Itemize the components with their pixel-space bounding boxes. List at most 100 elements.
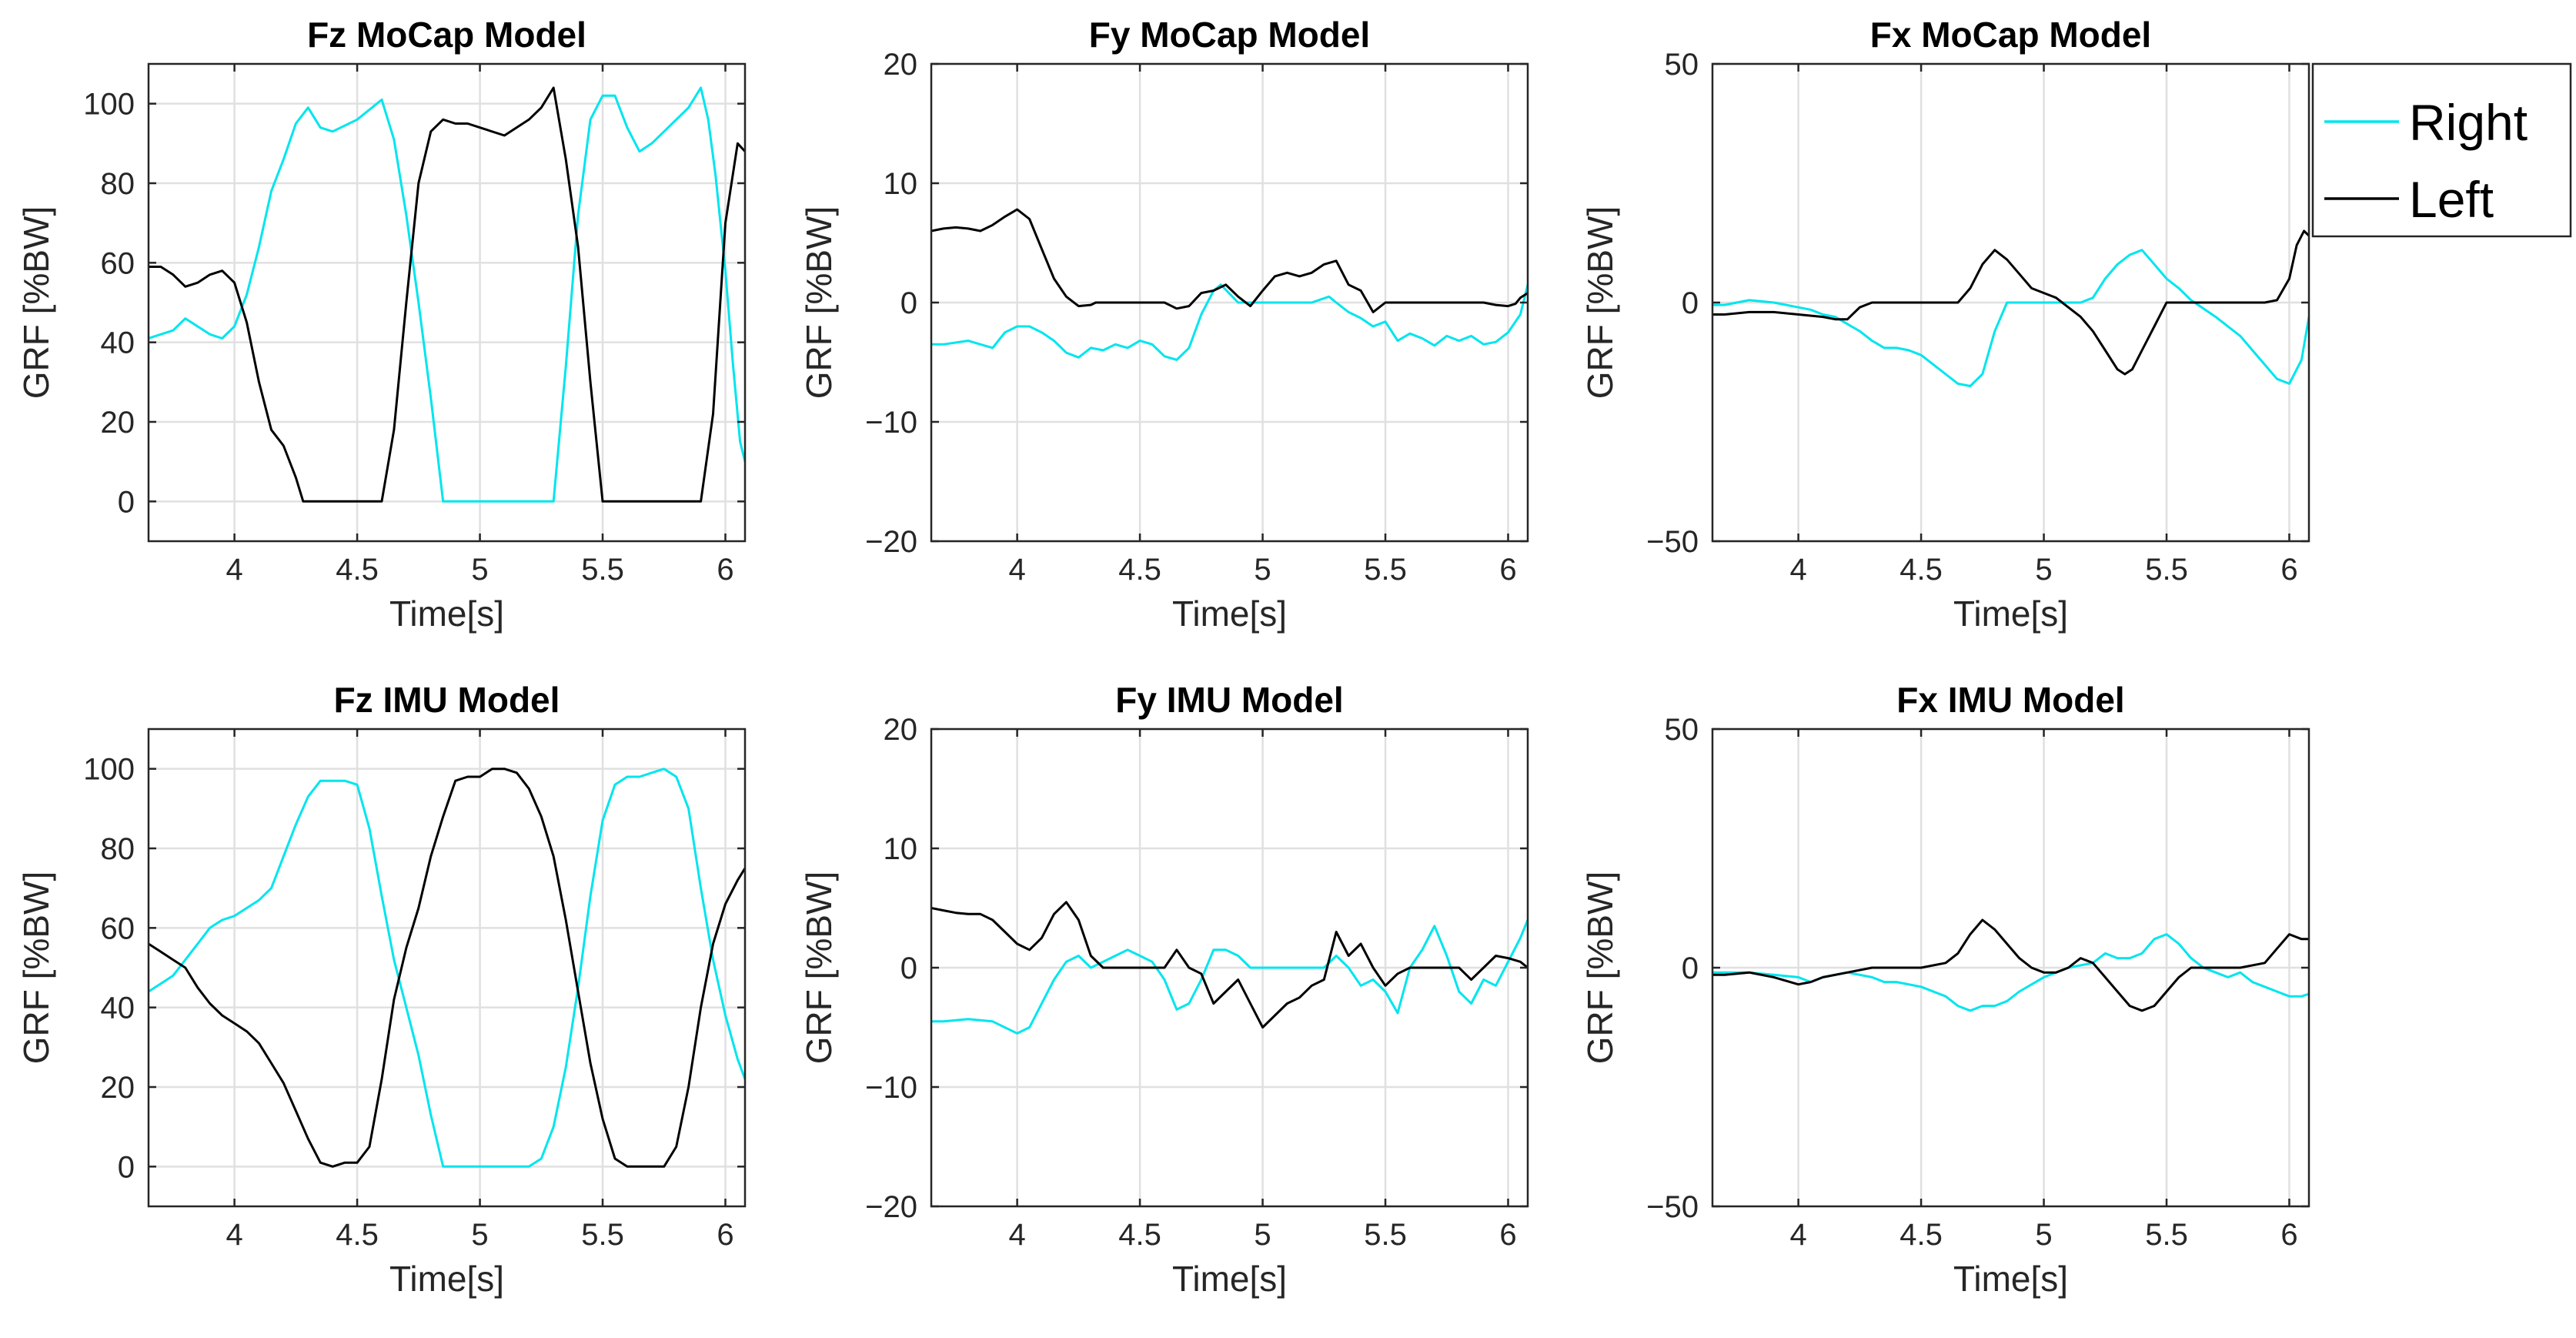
series-line-right: [931, 919, 1528, 1035]
y-tick-label: 50: [1665, 713, 1699, 747]
y-tick-label: 0: [1682, 286, 1699, 320]
x-tick-label: 5.5: [1364, 553, 1407, 587]
series-line-left: [1712, 229, 2309, 376]
x-tick-label: 4: [1790, 1218, 1807, 1252]
series-line-right: [931, 283, 1528, 361]
y-tick-label: 40: [101, 326, 135, 360]
y-tick-label: 0: [118, 485, 135, 519]
x-axis-label: Time[s]: [1953, 594, 2068, 634]
x-tick-label: 6: [717, 1218, 733, 1252]
chart-title: Fy IMU Model: [1115, 680, 1343, 720]
x-tick-label: 6: [1499, 553, 1516, 587]
axes-box: [147, 62, 747, 543]
x-tick-label: 5.5: [581, 1218, 624, 1252]
x-tick-label: 4: [1009, 1218, 1026, 1252]
y-tick-label: 80: [101, 832, 135, 866]
x-axis-label: Time[s]: [389, 1259, 504, 1299]
x-tick-label: 4.5: [336, 553, 379, 587]
chart-title: Fx MoCap Model: [1870, 15, 2151, 55]
series-line-left: [1712, 918, 2309, 1012]
subplot-2: 4 4.5 5 5.5 6 −20 −10 0 10 20 Fy MoCap Model Time[s…: [799, 15, 1529, 634]
series-line-left: [931, 208, 1528, 313]
y-tick-label: 0: [118, 1150, 135, 1184]
y-tick-label: 60: [101, 912, 135, 945]
y-tick-label: 10: [884, 832, 918, 866]
y-tick-label: 0: [900, 286, 917, 320]
y-tick-label: 100: [83, 88, 135, 122]
y-axis-label: GRF [%BW]: [799, 206, 839, 399]
y-tick-label: 60: [101, 246, 135, 280]
x-tick-label: 5.5: [1364, 1218, 1407, 1252]
y-tick-label: 0: [1682, 952, 1699, 985]
plot-area: [149, 64, 745, 541]
legend-label-right: Right: [2409, 94, 2528, 151]
x-tick-label: 4: [1790, 553, 1807, 587]
x-tick-label: 6: [717, 553, 733, 587]
y-tick-label: 20: [884, 713, 918, 747]
series-line-left: [149, 86, 745, 503]
subplot-6: 4 4.5 5 5.5 6 −50 0 50 Fx IMU Model Time[s] GRF [%…: [1580, 680, 2310, 1299]
y-tick-label: 20: [101, 406, 135, 440]
x-tick-label: 6: [2280, 1218, 2297, 1252]
y-tick-label: −50: [1646, 1190, 1699, 1224]
x-tick-label: 4: [226, 553, 243, 587]
chart-title: Fy MoCap Model: [1089, 15, 1370, 55]
x-axis-label: Time[s]: [1172, 1259, 1287, 1299]
chart-title: Fx IMU Model: [1896, 680, 2124, 720]
x-axis-label: Time[s]: [389, 594, 504, 634]
x-axis-label: Time[s]: [1172, 594, 1287, 634]
legend: Right Left: [2311, 62, 2572, 238]
y-axis-label: GRF [%BW]: [799, 871, 839, 1064]
y-axis-label: GRF [%BW]: [1580, 871, 1620, 1064]
legend-box: [2311, 62, 2572, 238]
x-tick-label: 5.5: [2145, 1218, 2188, 1252]
y-tick-label: 10: [884, 167, 918, 201]
y-tick-label: 20: [101, 1071, 135, 1105]
x-tick-label: 5: [2035, 553, 2052, 587]
axes-box: [147, 728, 747, 1208]
x-tick-label: 5: [1254, 1218, 1271, 1252]
y-tick-label: 80: [101, 167, 135, 201]
y-tick-label: 50: [1665, 48, 1699, 82]
x-tick-label: 5: [2035, 1218, 2052, 1252]
x-tick-label: 5: [471, 1218, 488, 1252]
x-tick-label: 5.5: [2145, 553, 2188, 587]
x-tick-label: 4.5: [1899, 553, 1943, 587]
y-tick-label: −50: [1646, 525, 1699, 559]
chart-title: Fz IMU Model: [334, 680, 560, 720]
x-tick-label: 4.5: [1899, 1218, 1943, 1252]
x-tick-label: 4.5: [1118, 553, 1161, 587]
y-axis-label: GRF [%BW]: [16, 871, 56, 1064]
x-axis-label: Time[s]: [1953, 1259, 2068, 1299]
x-tick-label: 4.5: [1118, 1218, 1161, 1252]
y-tick-label: 40: [101, 992, 135, 1025]
y-axis-label: GRF [%BW]: [1580, 206, 1620, 399]
x-tick-label: 4.5: [336, 1218, 379, 1252]
y-tick-label: 20: [884, 48, 918, 82]
y-tick-label: −20: [865, 1190, 917, 1224]
plot-area: [149, 729, 745, 1206]
x-tick-label: 4: [226, 1218, 243, 1252]
y-tick-label: 100: [83, 753, 135, 787]
subplot-5: 4 4.5 5 5.5 6 −20 −10 0 10 20 Fy IMU Model Time[s] G…: [799, 680, 1529, 1299]
x-tick-label: 5: [1254, 553, 1271, 587]
x-tick-label: 6: [2280, 553, 2297, 587]
series-line-right: [149, 86, 745, 503]
y-tick-label: 0: [900, 952, 917, 985]
x-tick-label: 6: [1499, 1218, 1516, 1252]
series-line-right: [149, 768, 745, 1168]
x-tick-label: 4: [1009, 553, 1026, 587]
y-tick-label: −10: [865, 406, 917, 440]
series-line-right: [1712, 249, 2309, 387]
y-tick-label: −20: [865, 525, 917, 559]
series-line-left: [149, 768, 745, 1168]
y-tick-label: −10: [865, 1071, 917, 1105]
series-line-left: [931, 901, 1528, 1029]
subplot-3: 4 4.5 5 5.5 6 −50 0 50 Fx MoCap Model Time[s] GRF …: [1580, 15, 2310, 634]
chart-title: Fz MoCap Model: [307, 15, 586, 55]
legend-label-left: Left: [2409, 171, 2494, 228]
x-tick-label: 5.5: [581, 553, 624, 587]
